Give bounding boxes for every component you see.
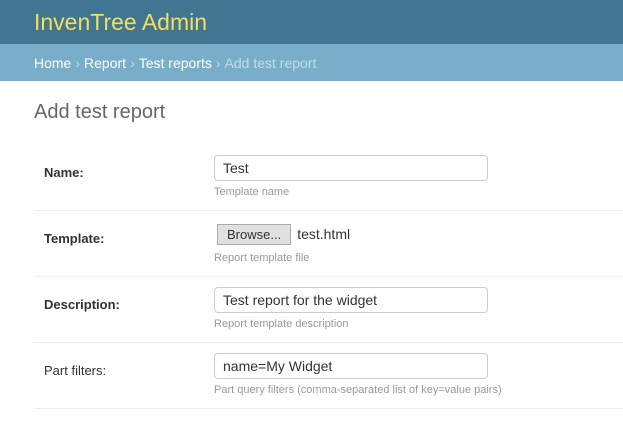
site-title[interactable]: InvenTree Admin: [34, 8, 208, 35]
description-help: Report template description: [214, 318, 349, 330]
breadcrumb-home[interactable]: Home: [34, 54, 72, 71]
template-help: Report template file: [214, 252, 310, 264]
breadcrumb-report[interactable]: Report: [84, 54, 127, 71]
form-row-description: Description: Report template description: [34, 277, 623, 343]
template-filename: test.html: [297, 226, 351, 242]
add-test-report-form: Name: Template name Template: Browse... …: [34, 145, 623, 409]
breadcrumb-separator: ›: [215, 54, 221, 71]
header: InvenTree Admin: [0, 0, 623, 44]
form-row-template: Template: Browse... test.html Report tem…: [34, 211, 623, 277]
description-input[interactable]: [214, 287, 488, 313]
name-input[interactable]: [214, 155, 488, 181]
breadcrumb-separator: ›: [75, 54, 81, 71]
part-filters-label: Part filters:: [44, 363, 107, 378]
breadcrumb-separator: ›: [130, 54, 135, 71]
breadcrumb-test-reports[interactable]: Test reports: [138, 54, 212, 71]
page-title: Add test report: [34, 101, 166, 123]
name-help: Template name: [214, 186, 290, 198]
part-filters-help: Part query filters (comma-separated list…: [214, 384, 502, 396]
breadcrumb-current: Add test report: [224, 54, 317, 71]
breadcrumb: Home › Report › Test reports › Add test …: [0, 44, 623, 81]
template-label: Template:: [44, 231, 105, 246]
form-row-part-filters: Part filters: Part query filters (comma-…: [34, 343, 623, 409]
form-row-name: Name: Template name: [34, 145, 623, 211]
name-label: Name:: [44, 165, 84, 180]
part-filters-input[interactable]: [214, 353, 488, 379]
browse-button[interactable]: Browse...: [217, 223, 292, 245]
description-label: Description:: [44, 297, 120, 312]
